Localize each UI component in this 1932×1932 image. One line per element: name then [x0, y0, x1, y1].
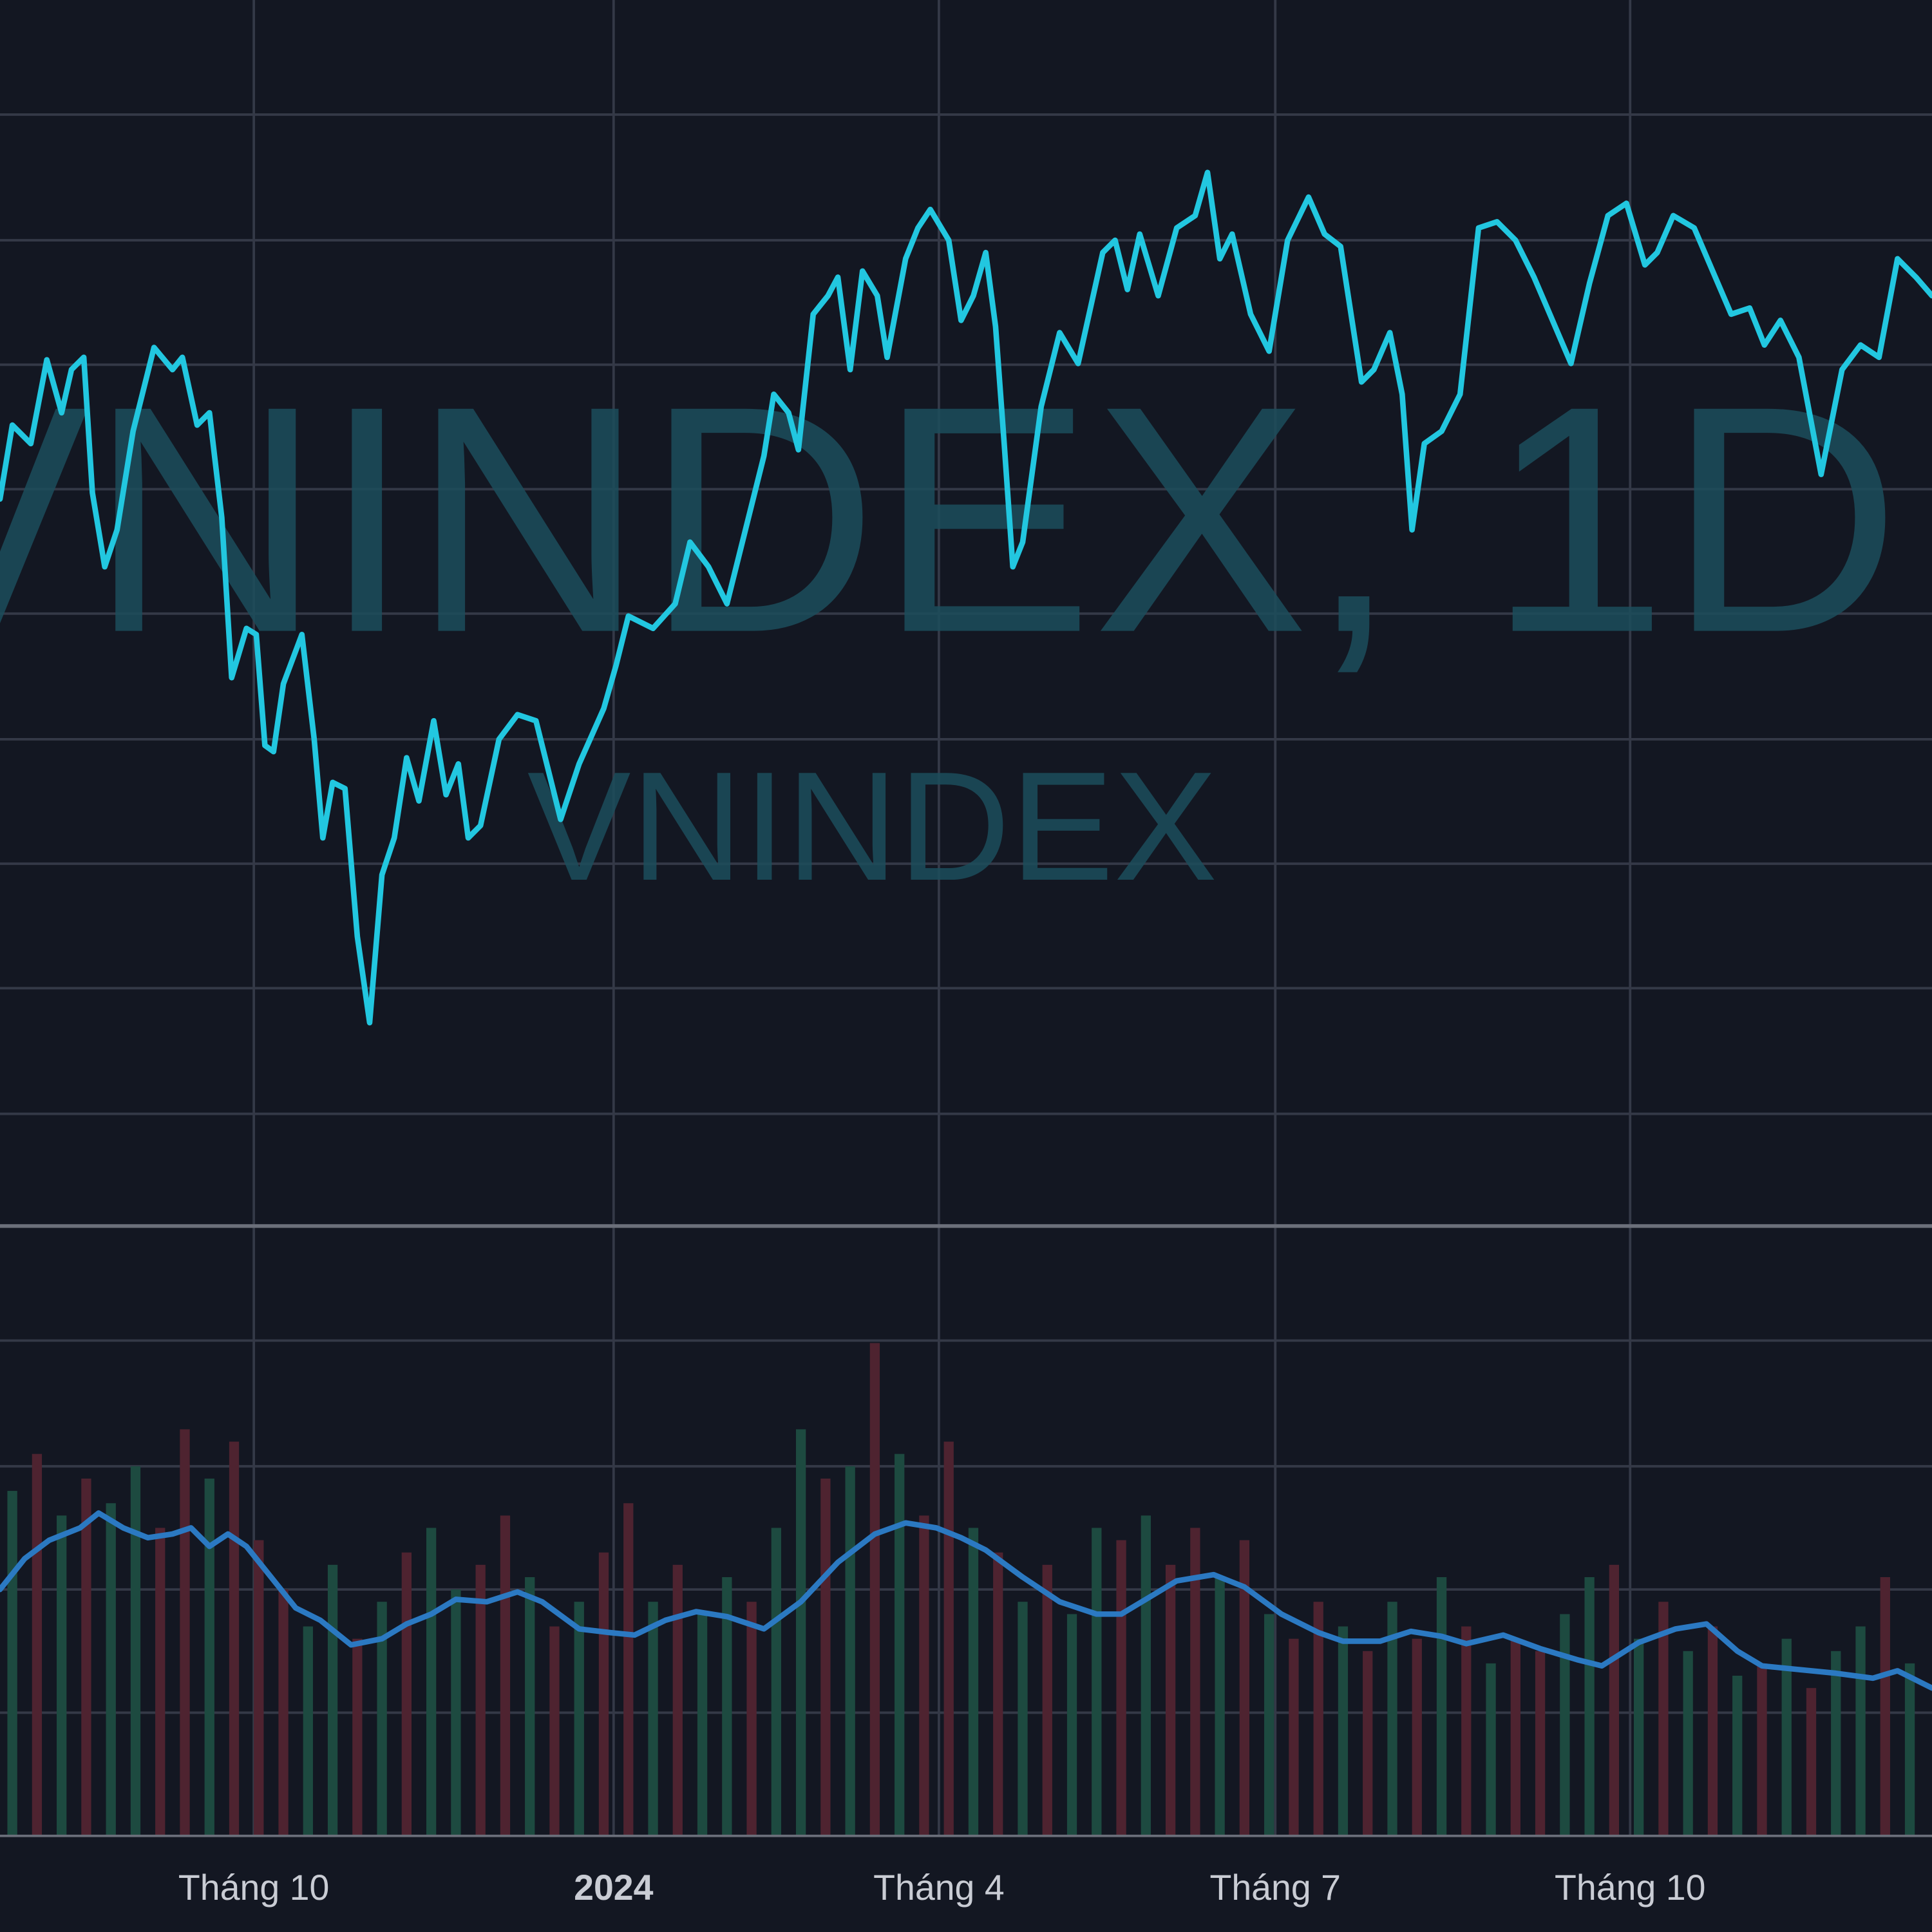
- volume-bar: [1707, 1626, 1718, 1836]
- volume-bar: [1116, 1540, 1126, 1836]
- volume-bar: [1904, 1663, 1915, 1836]
- volume-bar: [500, 1515, 511, 1836]
- volume-bar: [1264, 1614, 1274, 1836]
- volume-bar: [993, 1552, 1003, 1836]
- volume-bar: [278, 1589, 289, 1836]
- volume-bar: [722, 1577, 732, 1836]
- volume-bar: [746, 1602, 757, 1836]
- volume-bar: [1584, 1577, 1595, 1836]
- volume-bar: [130, 1466, 141, 1836]
- volume-bar: [426, 1528, 437, 1836]
- volume-bar: [1633, 1638, 1644, 1836]
- volume-bar: [155, 1528, 166, 1836]
- volume-bar: [1363, 1651, 1373, 1836]
- volume-bar: [968, 1528, 979, 1836]
- volume-bar: [1806, 1688, 1817, 1836]
- volume-bar: [820, 1478, 831, 1836]
- volume-bar: [352, 1638, 363, 1836]
- volume-bar: [1066, 1614, 1077, 1836]
- volume-bar: [1387, 1602, 1397, 1836]
- volume-bar: [1190, 1528, 1200, 1836]
- volume-bar: [771, 1528, 782, 1836]
- volume-bar: [1141, 1515, 1151, 1836]
- volume-bar: [451, 1589, 461, 1836]
- volume-bar: [1781, 1638, 1792, 1836]
- volume-bar: [401, 1552, 412, 1836]
- volume-bar: [943, 1441, 954, 1836]
- x-tick-label: Tháng 10: [178, 1868, 329, 1908]
- volume-bar: [32, 1454, 43, 1836]
- price-pane: [0, 169, 1932, 1026]
- volume-bar: [1609, 1564, 1620, 1836]
- volume-bar: [475, 1564, 486, 1836]
- volume-bar: [648, 1602, 658, 1836]
- volume-bar: [1757, 1663, 1767, 1836]
- x-tick-label: Tháng 7: [1209, 1868, 1341, 1908]
- volume-bar: [1486, 1663, 1496, 1836]
- volume-bar: [1018, 1602, 1028, 1836]
- volume-bar: [180, 1429, 190, 1836]
- volume-bar: [1732, 1676, 1743, 1836]
- volume-bar: [254, 1540, 264, 1836]
- volume-bar: [1215, 1577, 1225, 1836]
- volume-bar: [895, 1454, 905, 1836]
- volume-bar: [1338, 1626, 1349, 1836]
- volume-bar: [1461, 1626, 1472, 1836]
- volume-bar: [845, 1466, 855, 1836]
- volume-bar: [1683, 1651, 1693, 1836]
- volume-bar: [57, 1515, 67, 1836]
- volume-bar: [1412, 1638, 1422, 1836]
- volume-bar: [1042, 1564, 1052, 1836]
- volume-bar: [229, 1441, 240, 1836]
- volume-bar: [1313, 1602, 1323, 1836]
- volume-bar: [598, 1552, 609, 1836]
- volume-bar: [1855, 1626, 1866, 1836]
- volume-bar: [1880, 1577, 1890, 1836]
- volume-bar: [672, 1564, 683, 1836]
- volume-ma-line: [0, 1510, 1932, 1691]
- volume-bar: [303, 1626, 313, 1836]
- volume-bar: [327, 1564, 338, 1836]
- watermark-main: VNINDEX, 1D: [0, 339, 1900, 700]
- watermark-sub: VNINDEX: [527, 740, 1218, 913]
- volume-bar: [919, 1515, 929, 1836]
- volume-bar: [623, 1503, 634, 1836]
- volume-bar: [1535, 1651, 1546, 1836]
- volume-bar: [1510, 1638, 1520, 1836]
- volume-bar: [1289, 1638, 1299, 1836]
- volume-bar: [106, 1503, 116, 1836]
- volume-bar: [1560, 1614, 1570, 1836]
- volume-bar: [1092, 1528, 1102, 1836]
- x-tick-label: Tháng 4: [873, 1868, 1005, 1908]
- volume-bar: [574, 1602, 584, 1836]
- volume-bar: [1831, 1651, 1841, 1836]
- volume-bar: [377, 1602, 387, 1836]
- volume-bar: [1165, 1564, 1176, 1836]
- volume-bar: [81, 1478, 91, 1836]
- volume-bar: [869, 1343, 880, 1836]
- x-tick-label: 2024: [574, 1868, 654, 1908]
- volume-bar: [525, 1577, 535, 1836]
- volume-bar: [7, 1491, 17, 1836]
- volume-bar: [697, 1614, 708, 1836]
- price-line: [0, 169, 1932, 1026]
- volume-bar: [795, 1429, 806, 1836]
- volume-bar: [1658, 1602, 1669, 1836]
- volume-pane: [0, 1343, 1932, 1836]
- volume-bar: [1436, 1577, 1447, 1836]
- volume-bar: [1239, 1540, 1250, 1836]
- x-tick-label: Tháng 10: [1555, 1868, 1705, 1908]
- time-axis: Tháng 10 2024 Tháng 4 Tháng 7 Tháng 10: [178, 1868, 1706, 1908]
- volume-bar: [204, 1478, 214, 1836]
- volume-bar: [549, 1626, 560, 1836]
